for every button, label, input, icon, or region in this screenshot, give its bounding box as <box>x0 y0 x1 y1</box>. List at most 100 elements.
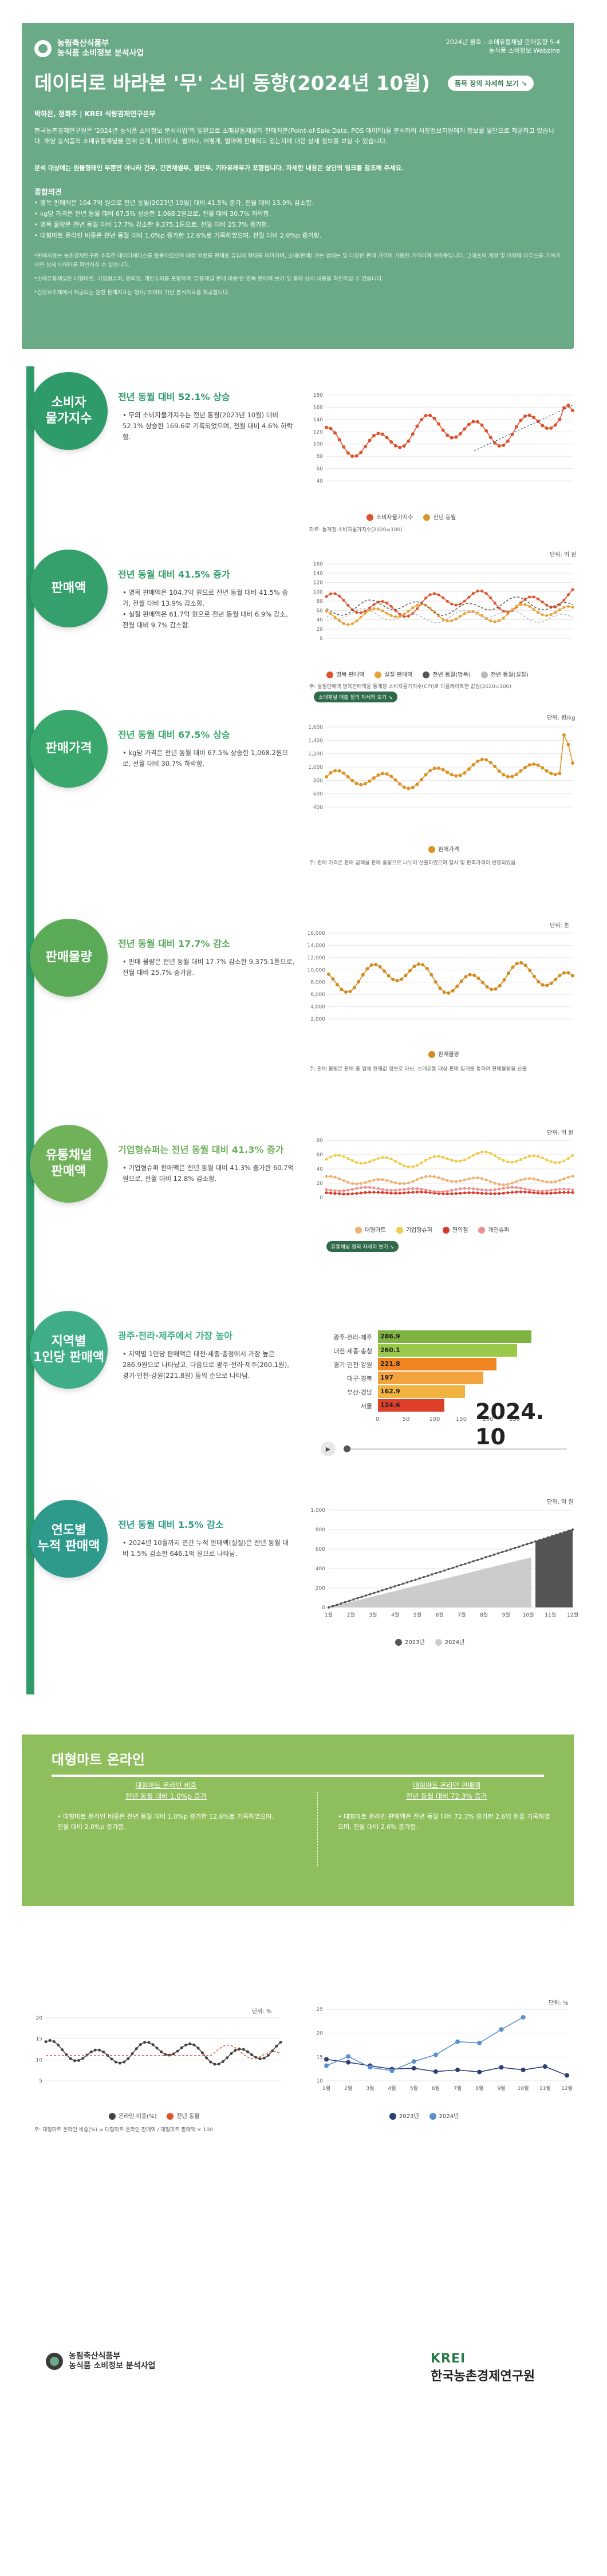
sales-real-point <box>502 617 505 620</box>
cpi-point <box>333 431 337 435</box>
sales-real-point <box>562 606 566 609</box>
cpi-point <box>428 413 432 417</box>
channel-ssm-point <box>549 1160 553 1163</box>
volume-point <box>357 979 361 983</box>
sales-nominal-point <box>493 602 496 605</box>
channel-indie-point <box>476 1188 479 1191</box>
price-y-tick: 1,400 <box>308 738 323 744</box>
cum-2023-point <box>518 1545 521 1548</box>
section-circle: 지역별 1인당 판매액 <box>30 1311 108 1389</box>
channel-cvs-point <box>502 1191 505 1195</box>
channel-mart-point <box>532 1178 535 1181</box>
channel-cvs-point <box>463 1191 466 1195</box>
play-icon[interactable]: ▶ <box>321 1441 336 1456</box>
volume-point <box>558 973 562 977</box>
online-left-share-point <box>172 2052 175 2056</box>
channel-mart-point <box>528 1177 531 1180</box>
channel-mart-point <box>463 1178 466 1182</box>
online-left-share-point <box>180 2046 183 2049</box>
online-left-share-point <box>188 2042 192 2045</box>
region-chart: 광주·전라·제주 286.9 대전·세종·충청 260.1 경기·인천·강원 221.8 대… <box>321 1329 567 1478</box>
price-point <box>467 767 471 771</box>
channel-cvs-point <box>407 1191 410 1194</box>
channel-mart-point <box>566 1176 570 1179</box>
online-left-share-point <box>102 2050 105 2054</box>
channel-cvs-point <box>528 1191 531 1194</box>
item-definition-button[interactable]: 품목 정의 자세히 보기 ↘ <box>448 76 534 91</box>
channel-mart-point <box>515 1180 518 1183</box>
note: *소매유통채널은 대형마트, 기업형슈퍼, 편의점, 개인슈퍼를 포함하며 '유… <box>34 276 384 282</box>
channel-y-tick: 0 <box>320 1195 323 1201</box>
sales-nominal-point <box>446 599 449 603</box>
cpi-point <box>493 441 497 445</box>
channel-cvs-point <box>359 1191 362 1195</box>
cum-2023-point <box>389 1586 392 1589</box>
online-left-share-line <box>45 2040 281 2065</box>
sales-nominal-point <box>372 603 376 606</box>
cpi-point <box>463 427 467 431</box>
cum-2023-point <box>488 1555 491 1558</box>
cpi-point <box>541 424 545 428</box>
cum-2023-point <box>352 1598 355 1601</box>
channel-indie-point <box>403 1188 406 1191</box>
online-right-x-tick: 12월 <box>561 2085 573 2092</box>
channel-indie-point <box>428 1189 432 1192</box>
ministry-logo-icon <box>34 40 52 57</box>
channel-mart-point <box>523 1177 527 1180</box>
channel-ssm-point <box>333 1153 337 1157</box>
legend-item: 기업형슈퍼 <box>396 1225 432 1234</box>
retail-definition-button[interactable]: 소매채널 매출 정의 자세히 보기 ↘ <box>314 692 397 702</box>
volume-point <box>519 961 523 965</box>
footer-logo-line-1: 농림축산식품부 <box>69 2352 121 2361</box>
cpi-trend-line <box>474 405 573 451</box>
price-point <box>558 772 562 776</box>
price-point <box>402 785 406 789</box>
online-sales-chart: 10 15 20 25 1월 2월 3월 4월 5월 6월 7월 8월 9월 10월 11월 12월 <box>317 2007 573 2092</box>
section-headline: 전년 동월 대비 67.5% 상승 <box>118 729 230 740</box>
channel-ssm-point <box>484 1150 488 1153</box>
logo-line-1: 농림축산식품부 <box>57 39 109 48</box>
price-point <box>325 775 328 779</box>
channel-ssm-point <box>325 1157 328 1161</box>
online-left-share-point <box>81 2057 85 2060</box>
cum-x-tick: 5월 <box>413 1611 421 1618</box>
online-left-share-point <box>118 2061 121 2065</box>
sales-real-point <box>355 619 358 623</box>
timeline-slider-handle[interactable] <box>344 1445 350 1452</box>
volume-point <box>571 974 574 978</box>
channel-cvs-point <box>558 1191 561 1194</box>
price-point <box>566 742 570 746</box>
online-right-2024-point <box>455 2039 460 2044</box>
price-point <box>411 785 415 789</box>
online-left-unit: 단위: % <box>252 2009 272 2015</box>
channel-cvs-point <box>377 1191 380 1194</box>
price-point <box>450 773 454 777</box>
online-left-share-point <box>44 2040 48 2044</box>
sales-real-point <box>415 603 419 607</box>
logo-line-2: 농식품 소비정보 분석사업 <box>57 49 144 58</box>
price-point <box>398 782 402 786</box>
volume-point <box>425 967 429 971</box>
price-point <box>545 769 549 773</box>
volume-point <box>472 973 476 977</box>
price-point <box>441 768 445 772</box>
channel-cvs-point <box>498 1192 501 1195</box>
sales-real-point <box>342 622 345 625</box>
sales-real-point <box>480 614 484 617</box>
channel-definition-button[interactable]: 유통채널 정의 자세히 보기 ↘ <box>326 1241 399 1252</box>
channel-mart-point <box>541 1179 544 1183</box>
channel-mart-line <box>326 1175 573 1186</box>
channel-cvs-point <box>350 1192 354 1196</box>
online-left-share-point <box>168 2053 171 2057</box>
channel-indie-point <box>415 1187 419 1191</box>
cpi-point <box>368 438 372 442</box>
sales-nominal-point <box>532 595 535 599</box>
section-body: • 명목 판매액은 104.7억 원으로 전년 동월 대비 41.5% 증가, … <box>123 588 288 629</box>
timeline-slider-track[interactable] <box>344 1448 567 1450</box>
region-x-tick: 100 <box>429 1416 440 1423</box>
channel-indie-point <box>359 1186 362 1190</box>
price-y-tick: 800 <box>313 778 323 784</box>
cpi-point <box>454 435 458 439</box>
volume-point <box>562 971 566 975</box>
region-label: 부산·경남 <box>347 1389 372 1396</box>
